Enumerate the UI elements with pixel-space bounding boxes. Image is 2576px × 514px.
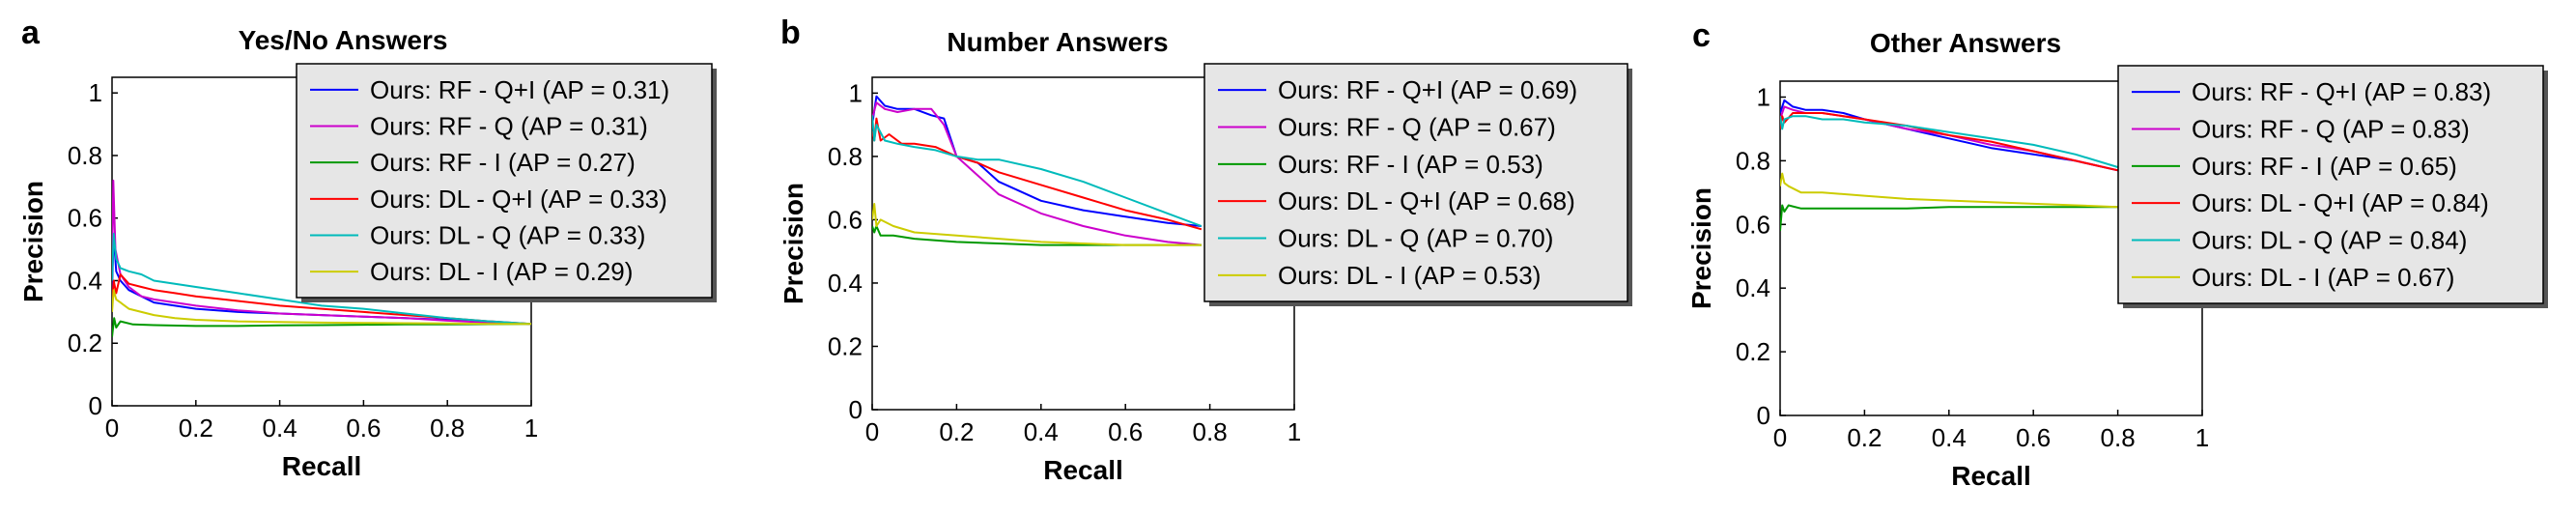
- series-line-5: [872, 115, 1203, 227]
- legend-label-3: Ours: RF - I (AP = 0.65): [2192, 152, 2457, 181]
- legend: Ours: RF - Q+I (AP = 0.31) Ours: RF - Q (…: [296, 63, 717, 302]
- y-tick-label: 0: [849, 395, 863, 424]
- series-line-4: [112, 273, 531, 326]
- y-tick-label: 0.6: [68, 204, 102, 233]
- series-line-3: [1780, 204, 2118, 231]
- series-line-6: [1780, 172, 2118, 209]
- legend: Ours: RF - Q+I (AP = 0.69) Ours: RF - Q (…: [1203, 63, 1632, 306]
- legend-label-2: Ours: RF - Q (AP = 0.67): [1278, 113, 1556, 142]
- series-lines: [872, 95, 1203, 246]
- y-tick-label: 0: [89, 391, 102, 420]
- series-line-3: [112, 317, 531, 337]
- x-axis-label: Recall: [1043, 455, 1123, 485]
- series-lines: [1780, 99, 2118, 231]
- legend-label-3: Ours: RF - I (AP = 0.27): [370, 148, 636, 177]
- legend-box: [2117, 65, 2544, 304]
- panel-letter: c: [1692, 17, 1711, 54]
- legend-label-4: Ours: DL - Q+I (AP = 0.84): [2192, 188, 2489, 217]
- legend-label-6: Ours: DL - I (AP = 0.29): [370, 257, 633, 286]
- y-tick-label: 0.2: [828, 331, 863, 360]
- x-tick-label: 1: [1288, 417, 1301, 446]
- y-tick-label: 1: [89, 78, 102, 107]
- y-tick-label: 0: [1757, 401, 1770, 430]
- x-tick-label: 0.4: [1932, 423, 1967, 452]
- x-tick-label: 1: [524, 414, 538, 443]
- y-tick-label: 0.4: [828, 269, 863, 298]
- y-tick-label: 0.4: [1736, 273, 1770, 302]
- y-tick-label: 0.2: [68, 328, 102, 357]
- chart-panel-c: c Other Answers 0 0.2 0.4 0.6 0.8 1 0 0.2 0.4 0.6 0.…: [1686, 17, 2548, 491]
- y-tick-label: 0.6: [1736, 210, 1770, 239]
- series-line-4: [1780, 112, 2118, 172]
- legend-label-4: Ours: DL - Q+I (AP = 0.68): [1278, 186, 1575, 215]
- x-tick-label: 0.8: [2101, 423, 2136, 452]
- x-tick-label: 0.4: [263, 414, 297, 443]
- legend-box: [1203, 63, 1628, 302]
- y-tick-label: 1: [849, 78, 863, 107]
- x-tick-label: 0: [1773, 423, 1787, 452]
- chart-title: Yes/No Answers: [239, 25, 448, 55]
- chart-title: Other Answers: [1870, 28, 2061, 58]
- legend-label-2: Ours: RF - Q (AP = 0.31): [370, 112, 648, 141]
- x-tick-label: 0.2: [1847, 423, 1882, 452]
- x-tick-label: 0.2: [179, 414, 213, 443]
- panel-letter: b: [780, 14, 801, 51]
- y-tick-label: 0.6: [828, 205, 863, 234]
- x-tick-label: 0.6: [1108, 417, 1143, 446]
- legend-label-5: Ours: DL - Q (AP = 0.84): [2192, 226, 2467, 255]
- y-tick-label: 0.8: [68, 141, 102, 170]
- legend-label-1: Ours: RF - Q+I (AP = 0.69): [1278, 75, 1577, 104]
- x-tick-label: 0.6: [346, 414, 381, 443]
- series-lines: [112, 179, 531, 337]
- y-tick-label: 0.4: [68, 266, 102, 295]
- series-line-6: [112, 289, 531, 326]
- x-tick-label: 0.8: [1193, 417, 1228, 446]
- chart-panel-b: b Number Answers 0 0.2 0.4 0.6 0.8 1 0 0.2 0.4 0.6 0…: [778, 14, 1632, 485]
- x-tick-label: 0.6: [2016, 423, 2051, 452]
- x-axis-label: Recall: [282, 451, 362, 481]
- series-line-6: [872, 203, 1202, 246]
- y-axis-label: Precision: [778, 183, 808, 304]
- y-tick-label: 0.8: [828, 142, 863, 171]
- legend-label-5: Ours: DL - Q (AP = 0.70): [1278, 224, 1553, 253]
- x-axis-label: Recall: [1951, 461, 2031, 491]
- series-line-5: [1780, 115, 2118, 168]
- legend-label-1: Ours: RF - Q+I (AP = 0.83): [2192, 77, 2491, 106]
- x-tick-label: 0: [865, 417, 879, 446]
- y-tick-label: 0.2: [1736, 337, 1770, 366]
- legend-label-6: Ours: DL - I (AP = 0.53): [1278, 261, 1541, 290]
- legend-label-4: Ours: DL - Q+I (AP = 0.33): [370, 185, 667, 214]
- legend: Ours: RF - Q+I (AP = 0.83) Ours: RF - Q (…: [2117, 65, 2548, 308]
- legend-box: [296, 63, 713, 299]
- legend-label-2: Ours: RF - Q (AP = 0.83): [2192, 115, 2470, 144]
- x-tick-label: 0.2: [939, 417, 974, 446]
- chart-panel-a: a Yes/No Answers 0 0.2 0.4 0.6 0.8 1 0 0.2 0.4 0.6 0…: [18, 14, 717, 481]
- series-line-5: [112, 232, 531, 326]
- legend-label-6: Ours: DL - I (AP = 0.67): [2192, 263, 2454, 292]
- x-tick-label: 1: [2195, 423, 2209, 452]
- x-tick-label: 0.4: [1024, 417, 1059, 446]
- y-axis-label: Precision: [18, 181, 48, 302]
- panel-letter: a: [21, 14, 41, 51]
- legend-label-5: Ours: DL - Q (AP = 0.33): [370, 221, 645, 250]
- y-tick-label: 1: [1757, 82, 1770, 111]
- chart-title: Number Answers: [947, 27, 1168, 57]
- legend-label-3: Ours: RF - I (AP = 0.53): [1278, 150, 1543, 179]
- y-tick-label: 0.8: [1736, 146, 1770, 175]
- x-tick-label: 0.8: [430, 414, 465, 443]
- y-axis-label: Precision: [1686, 187, 1716, 309]
- legend-label-1: Ours: RF - Q+I (AP = 0.31): [370, 75, 669, 104]
- x-tick-label: 0: [105, 414, 119, 443]
